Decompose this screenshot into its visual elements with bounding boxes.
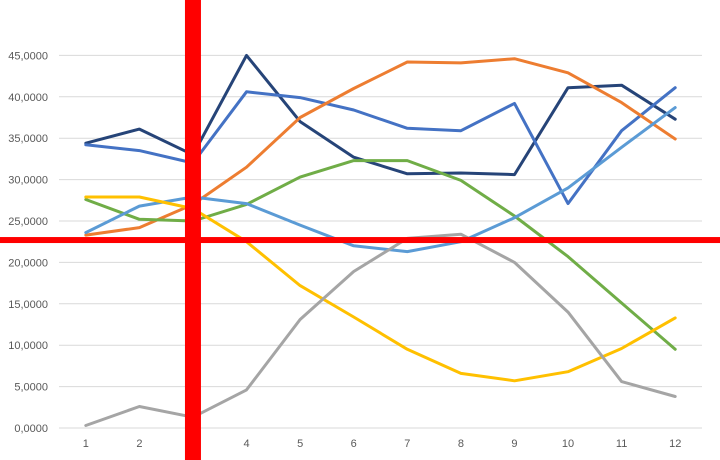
x-tick-label: 7 bbox=[404, 438, 410, 450]
x-tick-labels: 123456789101112 bbox=[83, 438, 682, 450]
x-tick-label: 9 bbox=[511, 438, 517, 450]
x-tick-label: 11 bbox=[616, 438, 627, 450]
series-layer bbox=[84, 53, 677, 427]
x-tick-label: 1 bbox=[83, 438, 89, 450]
x-tick-label: 4 bbox=[243, 438, 249, 450]
series-line-4 bbox=[84, 159, 677, 351]
series-line-6 bbox=[84, 195, 677, 383]
y-tick-label: 35,0000 bbox=[8, 133, 48, 145]
x-tick-label: 2 bbox=[136, 438, 142, 450]
y-tick-label: 25,0000 bbox=[8, 216, 48, 228]
series-line-1 bbox=[84, 53, 677, 177]
y-tick-label: 30,0000 bbox=[8, 175, 48, 187]
x-tick-label: 12 bbox=[669, 438, 681, 450]
series-line-5 bbox=[84, 106, 677, 254]
y-tick-label: 0,0000 bbox=[14, 423, 48, 435]
x-tick-label: 6 bbox=[351, 438, 357, 450]
y-tick-label: 5,0000 bbox=[14, 382, 48, 394]
series-line-3 bbox=[84, 57, 677, 237]
y-tick-label: 40,0000 bbox=[8, 92, 48, 104]
series-line-7 bbox=[84, 232, 677, 427]
x-tick-label: 8 bbox=[458, 438, 464, 450]
x-tick-label: 5 bbox=[297, 438, 303, 450]
series-line-2 bbox=[84, 86, 677, 206]
x-tick-label: 10 bbox=[562, 438, 574, 450]
red-vertical-marker bbox=[184, 0, 201, 460]
y-tick-label: 45,0000 bbox=[8, 50, 48, 62]
y-tick-label: 10,0000 bbox=[8, 340, 48, 352]
red-horizontal-marker bbox=[0, 237, 720, 244]
y-tick-label: 20,0000 bbox=[8, 257, 48, 269]
y-tick-label: 15,0000 bbox=[8, 299, 48, 311]
y-tick-labels: 0,0000 5,0000 10,0000 15,0000 20,0000 25,0000… bbox=[8, 50, 48, 435]
